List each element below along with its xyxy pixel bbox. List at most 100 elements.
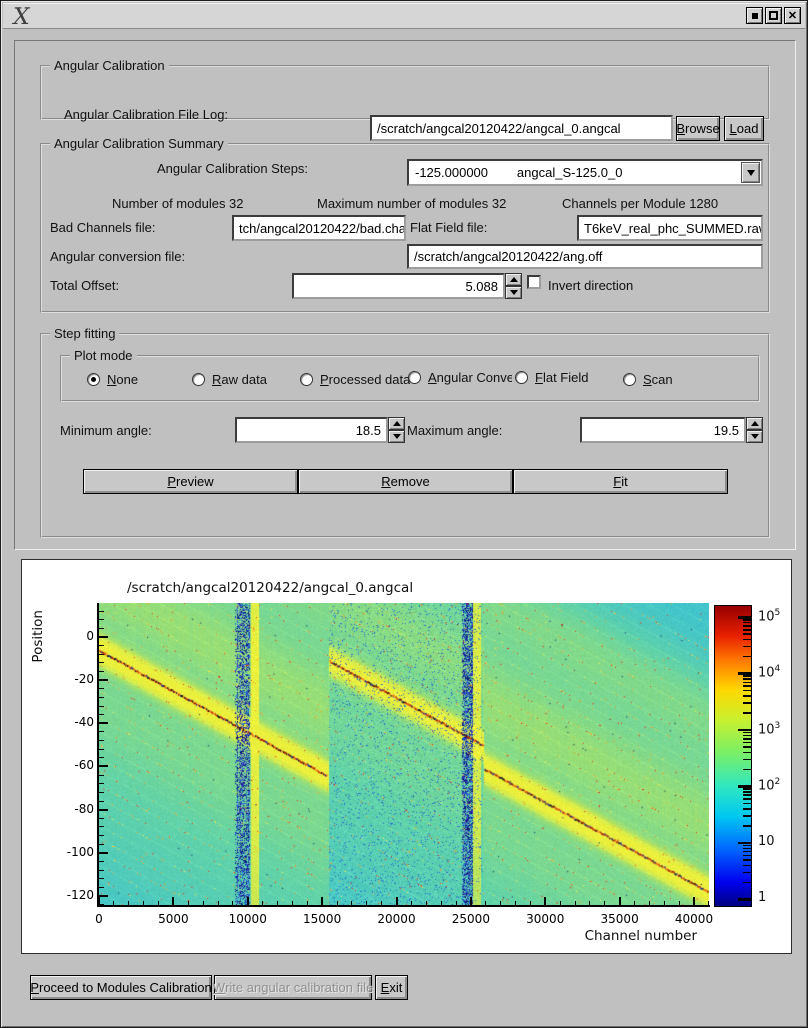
spin-up-button[interactable] [505,273,522,286]
min-angle-spinner [388,417,405,443]
steps-label: Angular Calibration Steps: [157,161,309,176]
window-buttons: ✕ [746,7,801,24]
colorbar-minor-tick [743,633,751,635]
y-axis-tick [99,714,104,716]
spin-down-button[interactable] [746,430,763,443]
y-axis-tick [99,740,104,742]
y-axis-tick [99,610,104,612]
x-axis-tick [202,901,204,905]
colorbar-major-tick [738,841,751,845]
y-axis-tick-label: -20 [74,672,94,687]
flat-field-field[interactable]: T6keV_real_phc_SUMMED.raw [577,215,763,241]
y-axis-tick [99,705,104,707]
steps-combobox[interactable]: -125.000000 angcal_S-125.0_0 [407,159,763,186]
y-axis-tick [99,627,104,629]
x-axis-tick [618,897,621,905]
file-log-field[interactable]: /scratch/angcal20120422/angcal_0.angcal [370,115,673,141]
radio-angular-conversion[interactable]: Angular Conver [408,370,512,385]
arrow-down-icon [509,290,518,295]
x-axis-tick [485,901,487,905]
y-axis-tick [99,688,104,690]
colorbar-minor-tick [743,678,751,680]
colorbar-minor-tick [743,825,751,827]
radio-raw-data[interactable]: Raw data [192,372,267,387]
colorbar-minor-tick [743,751,751,754]
step-fitting-group: Step fitting [40,326,770,538]
total-offset-field[interactable]: 5.088 [292,273,505,299]
y-axis-tick [99,731,104,733]
combobox-dropdown-button[interactable] [741,162,760,183]
y-axis-tick [99,653,104,655]
radio-none[interactable]: None [87,372,138,387]
colorbar-minor-tick [743,619,751,621]
x-axis-tick [469,897,472,905]
y-axis-tick [99,757,104,759]
colorbar-minor-tick [743,808,751,810]
colorbar-major-tick [738,785,751,788]
colorbar-minor-tick [743,871,751,874]
y-axis-tick-label: -80 [74,801,94,816]
x-axis-tick [217,901,219,905]
x-axis-tick [306,901,308,905]
y-axis-tick-label: -100 [66,844,94,859]
radio-label: None [107,372,139,387]
conversion-file-field[interactable]: /scratch/angcal20120422/ang.off [407,244,763,269]
minimize-button[interactable] [746,7,763,24]
summary-group: Angular Calibration Summary [40,136,770,313]
y-axis-tick [99,860,104,862]
y-axis-tick [99,671,104,673]
bad-channels-label: Bad Channels file: [50,220,156,235]
y-axis-tick [99,636,108,638]
colorbar-minor-tick [743,695,751,697]
x-axis-tick [291,901,293,905]
arrow-up-icon [750,421,759,426]
y-axis-tick [99,817,104,819]
colorbar-minor-tick [743,655,751,658]
y-axis-tick [99,886,104,888]
titlebar[interactable]: X ✕ [3,3,805,30]
max-angle-label: Maximum angle: [407,423,503,438]
radio-scan[interactable]: Scan [623,372,673,387]
colorbar-minor-tick [743,815,751,817]
x-axis-tick [128,901,130,905]
x-axis-tick [648,901,650,905]
colorbar-minor-tick [743,881,751,884]
colorbar-minor-tick [743,854,751,857]
y-axis-tick [99,619,104,621]
spin-down-button[interactable] [388,430,405,443]
invert-direction-label: Invert direction [548,278,634,293]
max-angle-field[interactable]: 19.5 [580,417,746,443]
maximize-button[interactable] [765,7,782,24]
y-axis-tick [99,783,104,785]
x-axis-tick [455,901,457,905]
min-angle-field[interactable]: 18.5 [235,417,388,443]
y-axis-tick [99,722,108,725]
colorbar-minor-tick [743,731,751,734]
angular-calibration-group: Angular Calibration Angular Calibration … [40,58,770,122]
radio-processed-data[interactable]: Processed data [300,372,410,387]
radio-icon [87,373,100,386]
spin-down-button[interactable] [505,286,522,299]
spin-up-button[interactable] [746,417,763,430]
x-axis-tick [246,897,249,905]
spin-up-button[interactable] [388,417,405,430]
steps-combobox-value: -125.000000 angcal_S-125.0_0 [415,165,623,180]
radio-icon [300,373,313,386]
close-button[interactable]: ✕ [784,7,801,24]
bad-channels-field[interactable]: tch/angcal20120422/bad.chan [232,215,406,241]
x-axis-tick [500,901,502,905]
radio-flat-field[interactable]: Flat Field [515,370,588,385]
invert-direction-checkbox[interactable] [527,275,541,289]
x-axis-tick [693,897,695,905]
colorbar-tick-label: 105 [758,608,781,625]
colorbar-tick-label: 1 [758,890,767,905]
x-axis-tick-label: 40000 [674,912,714,926]
